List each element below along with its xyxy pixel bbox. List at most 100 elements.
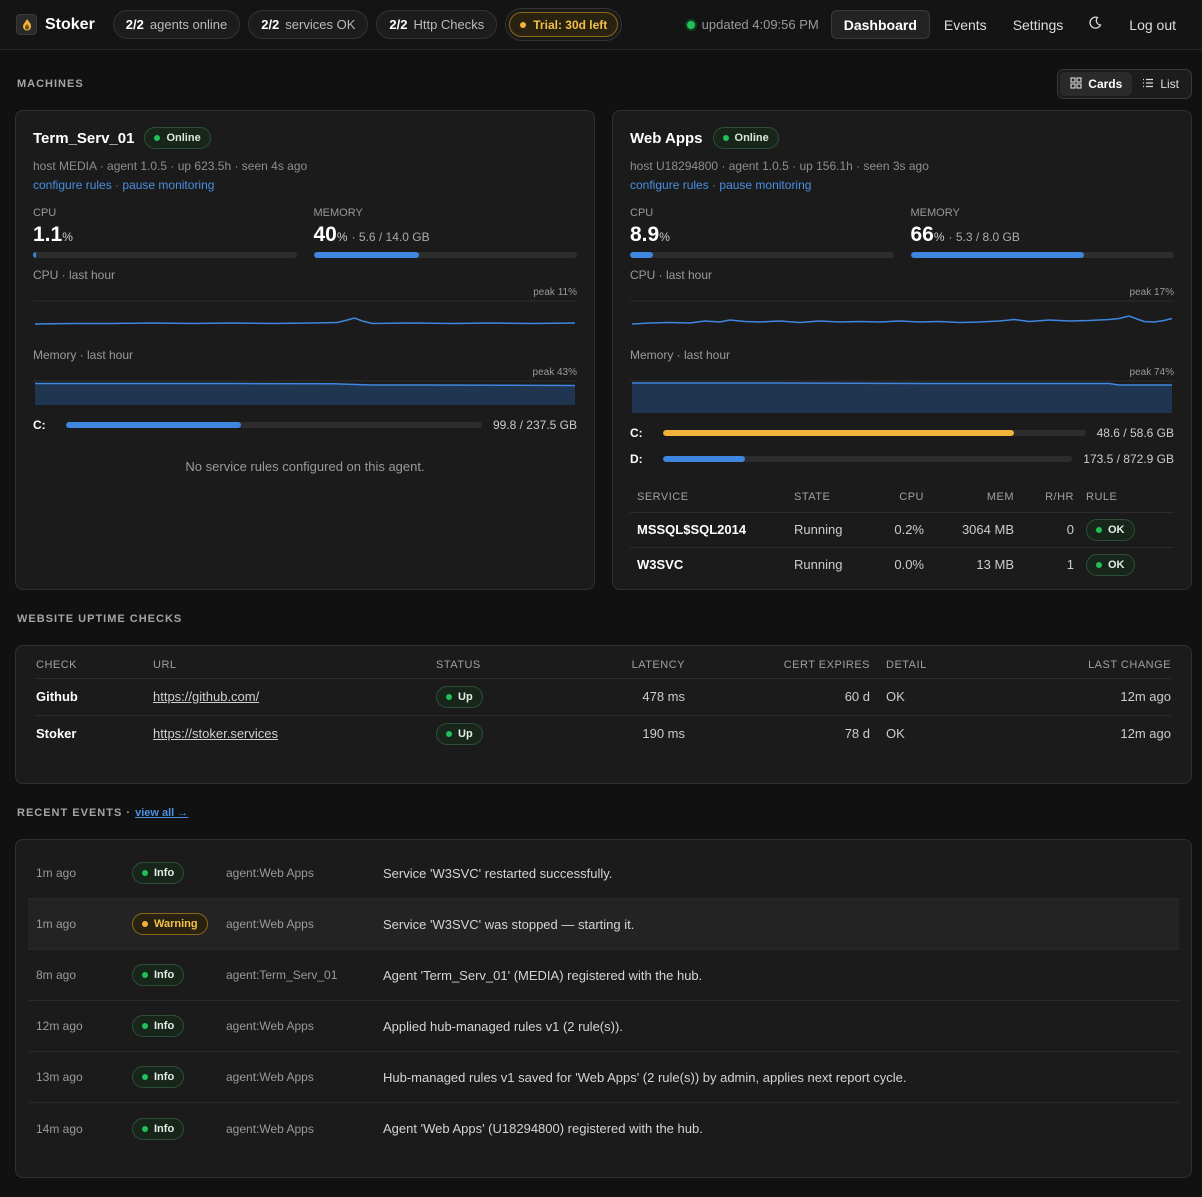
nav-logout[interactable]: Log out (1129, 16, 1176, 33)
uptime-checks-card: CHECK URL STATUS LATENCY CERT EXPIRES DE… (15, 645, 1192, 784)
disk-bar-fill (663, 456, 745, 462)
theme-toggle-button[interactable] (1075, 10, 1115, 39)
agents-online-pill[interactable]: 2/2 agents online (112, 10, 241, 39)
service-name: MSSQL$SQL2014 (630, 512, 794, 548)
cpu-metric: CPU 1.1% (33, 207, 297, 258)
check-url-link[interactable]: https://github.com/ (153, 689, 260, 704)
table-row[interactable]: W3SVC Running 0.0% 13 MB 1 OK (630, 547, 1174, 582)
memory-detail: · 5.3 / 8.0 GB (948, 230, 1020, 244)
info-dot-icon (142, 1023, 148, 1029)
view-cards-label: Cards (1088, 77, 1123, 91)
service-mem: 3064 MB (924, 512, 1014, 548)
pause-monitoring-link[interactable]: pause monitoring (719, 178, 812, 192)
check-url-link[interactable]: https://stoker.services (153, 726, 278, 742)
services-ok-pill[interactable]: 2/2 services OK (248, 10, 369, 39)
cpu-bar-fill (33, 252, 36, 258)
col-detail: DETAIL (870, 652, 990, 679)
uptime-title: WEBSITE UPTIME CHECKS (17, 613, 183, 625)
event-time: 13m ago (36, 1070, 83, 1084)
event-message: Service 'W3SVC' was stopped — starting i… (383, 916, 635, 932)
checks-count: 2/2 (389, 17, 408, 32)
cpu-bar (33, 252, 297, 258)
event-agent: agent:Web Apps (226, 866, 314, 880)
brand[interactable]: Stoker (16, 14, 95, 35)
rule-ok-badge: OK (1086, 518, 1135, 541)
memory-peak: peak 74% (1129, 367, 1174, 378)
cpu-label: CPU (630, 207, 654, 219)
event-level: Info (154, 1020, 175, 1032)
service-state: Running (794, 512, 864, 548)
rule-ok-badge: OK (1086, 553, 1135, 576)
memory-bar-fill (910, 252, 1085, 258)
event-row[interactable]: 8m ago Info agent:Term_Serv_01 Agent 'Te… (28, 950, 1179, 1001)
view-all-events-link[interactable]: view all → (135, 807, 189, 819)
ok-dot-icon (1096, 561, 1102, 568)
rule-status: OK (1108, 558, 1125, 571)
service-rhr: 1 (1066, 557, 1074, 573)
recent-events-card: 1m ago Info agent:Web Apps Service 'W3SV… (15, 839, 1192, 1178)
level-badge: Warning (132, 913, 208, 935)
live-dot-icon (686, 20, 695, 29)
info-dot-icon (142, 1074, 148, 1080)
status-label: Online (166, 132, 201, 144)
pause-monitoring-link[interactable]: pause monitoring (122, 178, 215, 192)
up-badge: Up (436, 722, 483, 745)
trial-wrap: Trial: 30d left (505, 8, 623, 41)
check-latency: 190 ms (642, 726, 685, 742)
agents-count: 2/2 (125, 17, 144, 32)
check-status: Up (458, 727, 473, 740)
table-row[interactable]: MSSQL$SQL2014 Running 0.2% 3064 MB 0 OK (630, 512, 1174, 548)
event-message: Applied hub-managed rules v1 (2 rule(s))… (383, 1018, 623, 1034)
event-row[interactable]: 13m ago Info agent:Web Apps Hub-managed … (28, 1052, 1179, 1103)
event-time: 14m ago (36, 1121, 83, 1136)
col-service: SERVICE (630, 482, 794, 513)
check-status: Up (458, 690, 473, 703)
event-agent: agent:Term_Serv_01 (226, 968, 338, 982)
check-name: Stoker (36, 726, 77, 742)
memory-unit: % (336, 230, 348, 244)
event-row[interactable]: 1m ago Warning agent:Web Apps Service 'W… (28, 899, 1179, 950)
uptime-table: CHECK URL STATUS LATENCY CERT EXPIRES DE… (36, 652, 1171, 752)
nav-events[interactable]: Events (943, 16, 987, 33)
table-row[interactable]: Stoker https://stoker.services Up 190 ms… (36, 715, 1171, 752)
col-url: URL (153, 652, 436, 679)
event-row[interactable]: 1m ago Info agent:Web Apps Service 'W3SV… (28, 848, 1179, 899)
check-latency: 478 ms (536, 678, 685, 716)
event-message: Service 'W3SVC' restarted successfully. (383, 865, 613, 881)
grid-icon (1070, 76, 1082, 92)
memory-peak: peak 43% (532, 367, 577, 378)
event-time: 8m ago (36, 968, 77, 982)
check-detail: OK (870, 678, 990, 716)
nav-settings[interactable]: Settings (1012, 16, 1064, 33)
memory-value: 66 (910, 223, 934, 246)
event-message: Agent 'Web Apps' (U18294800) registered … (383, 1121, 703, 1136)
rule-status: OK (1108, 523, 1125, 536)
trial-badge[interactable]: Trial: 30d left (509, 12, 619, 37)
col-state: STATE (794, 482, 864, 513)
machine-name[interactable]: Term_Serv_01 (33, 129, 135, 147)
machine-card-term-serv: Term_Serv_01 Online host MEDIA · agent 1… (15, 110, 595, 590)
configure-rules-link[interactable]: configure rules (630, 178, 709, 192)
col-check: CHECK (36, 652, 153, 679)
info-dot-icon (142, 1125, 148, 1132)
service-rhr: 0 (1014, 512, 1074, 548)
nav-dashboard[interactable]: Dashboard (830, 10, 930, 39)
configure-rules-link[interactable]: configure rules (33, 178, 112, 192)
event-row[interactable]: 14m ago Info agent:Web Apps Agent 'Web A… (28, 1103, 1179, 1154)
event-agent: agent:Web Apps (226, 1019, 314, 1033)
event-row[interactable]: 12m ago Info agent:Web Apps Applied hub-… (28, 1001, 1179, 1052)
memory-sparkline-label: Memory · last hour (33, 348, 134, 362)
event-message: Hub-managed rules v1 saved for 'Web Apps… (383, 1069, 907, 1085)
check-last-change: 12m ago (990, 678, 1171, 716)
service-mem: 13 MB (976, 557, 1014, 573)
event-agent: agent:Web Apps (226, 1070, 314, 1084)
http-checks-pill[interactable]: 2/2 Http Checks (376, 10, 498, 39)
table-row[interactable]: Github https://github.com/ Up 478 ms 60 … (36, 678, 1171, 716)
view-cards-button[interactable]: Cards (1060, 72, 1133, 96)
check-cert: 60 d (685, 678, 870, 716)
col-latency: LATENCY (536, 652, 685, 679)
view-list-button[interactable]: List (1132, 72, 1189, 96)
machine-name[interactable]: Web Apps (630, 129, 703, 147)
event-time: 1m ago (36, 866, 77, 880)
disk-bar (663, 456, 1073, 462)
